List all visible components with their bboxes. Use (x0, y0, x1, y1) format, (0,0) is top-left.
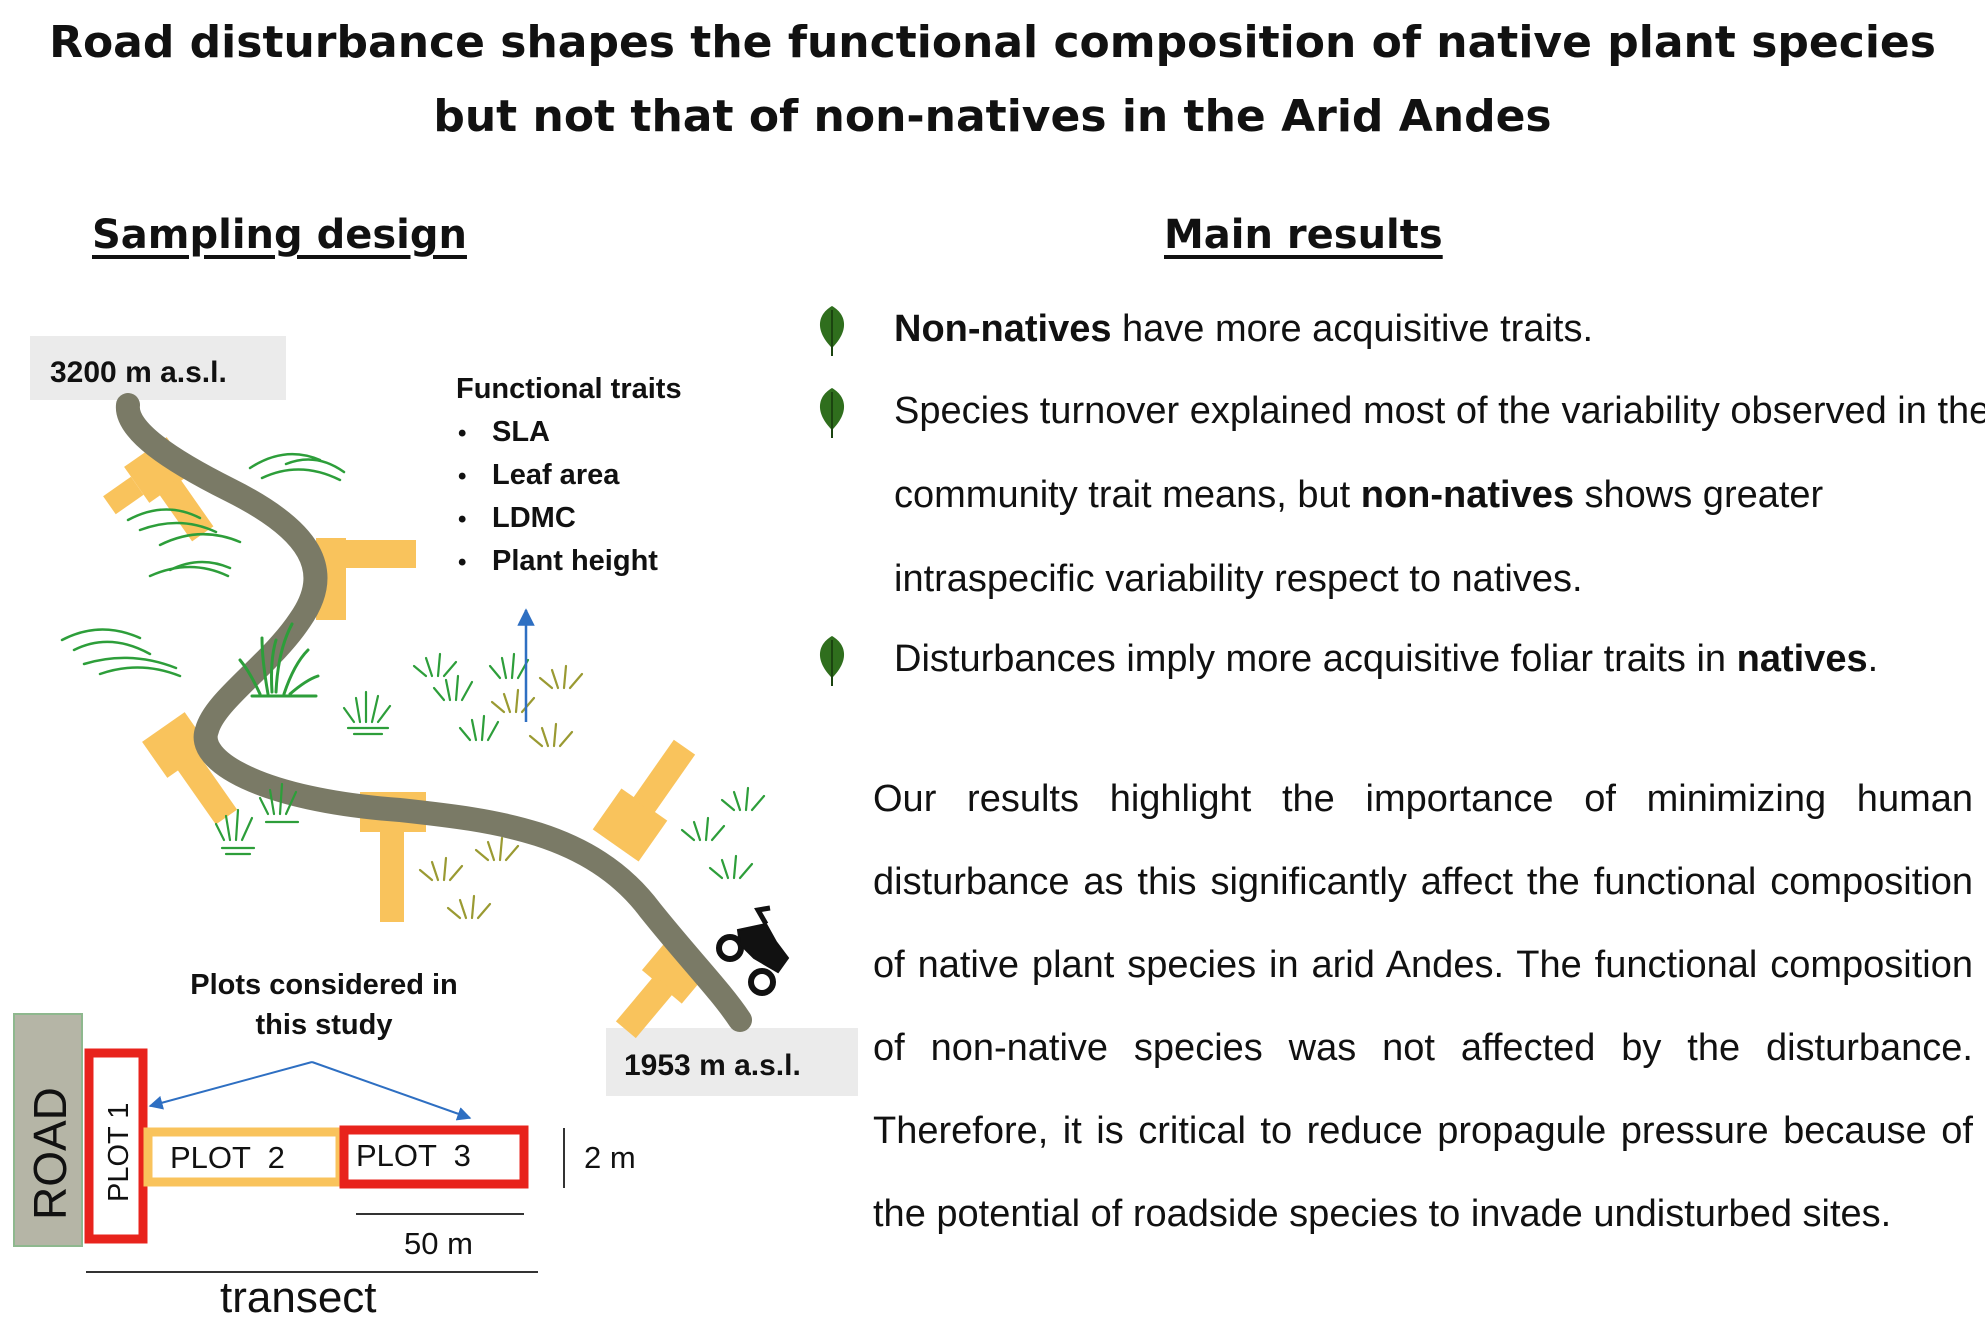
conclusion-paragraph: Our results highlight the importance of … (873, 778, 1973, 1235)
plots-label-line-2: this study (256, 1009, 393, 1041)
plot-1-box (84, 1048, 148, 1244)
bold-text: Non-natives (894, 308, 1112, 350)
sampling-design-diagram: 3200 m a.s.l. 1953 m a.s.l. (13, 336, 858, 1320)
road-label: ROAD (24, 1087, 76, 1220)
width-scale-label: 2 m (584, 1140, 636, 1175)
trait-bullet: • (458, 463, 466, 490)
functional-traits: Functional traits • SLA • Leaf area • LD… (456, 373, 682, 577)
atv-icon (716, 905, 790, 996)
transect-plot-c (142, 712, 238, 825)
grass-tuft-large (238, 622, 320, 698)
traits-heading: Functional traits (456, 373, 682, 405)
title-line-1: Road disturbance shapes the functional c… (49, 17, 1936, 68)
result-bullet-1: Non-natives have more acquisitive traits… (810, 302, 1985, 371)
vegetation (60, 452, 766, 920)
plot1-arrow (148, 1061, 313, 1110)
shrub-arcs (60, 452, 346, 678)
trait-item: Plant height (492, 545, 658, 577)
elevation-top-text: 3200 m a.s.l. (50, 356, 227, 389)
bold-text: natives (1736, 638, 1868, 680)
trait-bullet: • (458, 549, 466, 576)
plot-1-label: PLOT 1 (103, 1103, 135, 1202)
grass-tufts-olive (418, 664, 584, 920)
elevation-bottom-text: 1953 m a.s.l. (624, 1049, 801, 1082)
leaf-icon (819, 306, 845, 356)
transect-plot-f (615, 936, 711, 1039)
plain-text: Species turnover explained most of the v… (894, 390, 1985, 516)
transect-plot-d-stem (380, 830, 404, 922)
main-results-heading: Main results (1164, 212, 1443, 258)
trait-item: Leaf area (492, 459, 620, 491)
plain-text: have more acquisitive traits. (1111, 308, 1594, 350)
plot-transects (103, 437, 711, 1039)
plot-2-label: PLOT 2 (170, 1140, 285, 1175)
figure-title: Road disturbance shapes the functional c… (0, 6, 1985, 154)
plots-label-line-1: Plots considered in (190, 969, 458, 1001)
plot-3-label: PLOT 3 (356, 1138, 471, 1173)
plot-3-box (339, 1125, 529, 1189)
bold-text: non-natives (1360, 474, 1574, 516)
leaf-icon (819, 636, 845, 686)
transect-label: transect (220, 1273, 377, 1320)
road-block: ROAD (13, 1013, 83, 1247)
plain-text: . (1867, 638, 1879, 680)
trait-bullet: • (458, 506, 466, 533)
title-line-2: but not that of non-natives in the Arid … (433, 91, 1552, 142)
plot3-arrow (311, 1061, 472, 1121)
grass-tufts-green (214, 652, 766, 880)
trait-item: SLA (492, 416, 550, 448)
sampling-design-heading: Sampling design (92, 212, 467, 258)
leaf-icon (819, 388, 845, 438)
road-path (115, 393, 752, 1032)
trait-bullet: • (458, 420, 466, 447)
trait-item: LDMC (492, 502, 576, 534)
elevation-bottom-label: 1953 m a.s.l. (606, 1028, 858, 1096)
length-scale-label: 50 m (404, 1226, 473, 1261)
result-bullet-text: Disturbances imply more acquisitive foli… (894, 617, 1985, 701)
result-bullet-text: Species turnover explained most of the v… (894, 369, 1985, 621)
transect-plot-e (592, 739, 696, 862)
result-bullet-3: Disturbances imply more acquisitive foli… (810, 632, 1985, 701)
elevation-top-label: 3200 m a.s.l. (30, 336, 286, 400)
result-bullet-text: Non-natives have more acquisitive traits… (894, 287, 1985, 371)
plain-text: shows greater intraspecific variability … (894, 474, 1824, 600)
result-bullet-2: Species turnover explained most of the v… (810, 384, 1985, 621)
plain-text: Disturbances imply more acquisitive foli… (894, 638, 1737, 680)
